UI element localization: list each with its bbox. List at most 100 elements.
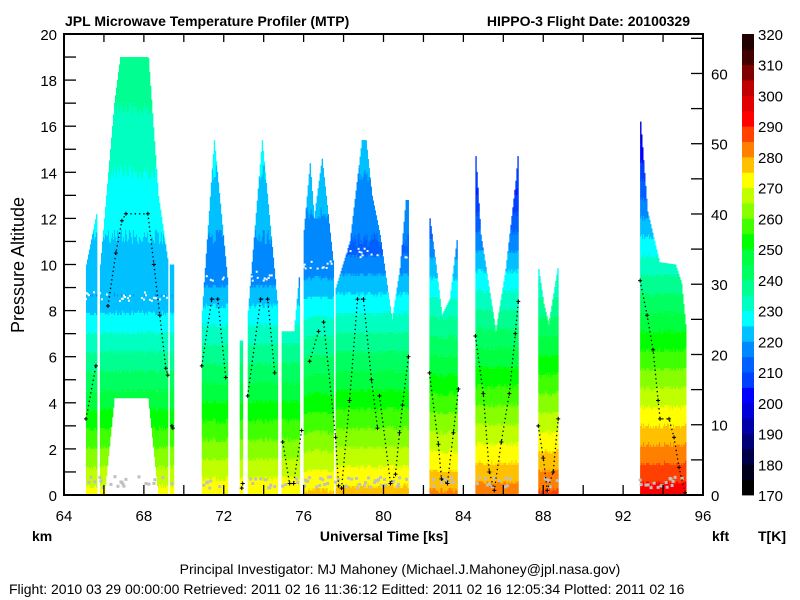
heatmap-cell: [654, 257, 656, 277]
heatmap-cell: [220, 365, 223, 385]
heatmap-cell: [323, 296, 326, 316]
heatmap-cell: [482, 250, 484, 270]
heatmap-cell: [172, 331, 175, 350]
heatmap-cell: [680, 280, 682, 295]
heatmap-cell: [478, 308, 480, 327]
heatmap-cell: [127, 388, 130, 399]
heatmap-cell: [317, 333, 320, 355]
heatmap-cell: [554, 354, 556, 376]
heatmap-cell: [371, 195, 373, 235]
heatmap-cell: [308, 430, 311, 449]
heatmap-cell: [154, 293, 157, 297]
heatmap-cell: [653, 294, 655, 313]
heatmap-cell: [671, 333, 673, 353]
heatmap-cell: [296, 421, 299, 440]
heatmap-cell: [643, 252, 645, 274]
heatmap-cell: [351, 352, 353, 371]
heatmap-cell: [510, 331, 512, 350]
heatmap-cell: [396, 467, 398, 489]
heatmap-cell: [672, 388, 674, 410]
heatmap-cell: [437, 490, 439, 495]
heatmap-cell: [370, 312, 372, 332]
heatmap-cell: [155, 354, 158, 373]
heatmap-cell: [106, 352, 109, 372]
heatmap-cell: [555, 393, 557, 413]
heatmap-cell: [676, 331, 678, 350]
heatmap-cell: [684, 368, 686, 387]
heatmap-cell: [398, 331, 400, 353]
heatmap-cell: [358, 315, 360, 334]
heatmap-cell: [342, 430, 344, 449]
heatmap-cell: [507, 310, 509, 332]
heatmap-cell: [160, 216, 163, 233]
heatmap-cell: [285, 331, 288, 346]
heatmap-cell: [164, 294, 167, 297]
heatmap-cell: [286, 361, 289, 380]
heatmap-cell: [351, 224, 353, 240]
heatmap-cell: [430, 226, 432, 240]
heatmap-cell: [666, 349, 668, 369]
heatmap-cell: [479, 365, 481, 385]
heatmap-cell: [171, 448, 174, 470]
heatmap-cell: [224, 326, 227, 346]
heatmap-cell: [684, 405, 686, 426]
heatmap-cell: [289, 331, 292, 343]
heatmap-cell: [393, 488, 395, 495]
heatmap-cell: [363, 485, 365, 495]
heatmap-cell: [489, 444, 491, 466]
heatmap-cell: [110, 332, 113, 351]
heatmap-cell: [346, 352, 348, 373]
heatmap-cell: [493, 386, 495, 408]
heatmap-cell: [332, 335, 335, 355]
heatmap-cell: [346, 372, 348, 392]
heatmap-cell: [212, 400, 215, 419]
heatmap-cell: [396, 448, 398, 468]
heatmap-cell: [476, 234, 478, 253]
heatmap-cell: [352, 448, 354, 468]
heatmap-cell: [343, 469, 345, 489]
heatmap-cell: [297, 342, 300, 362]
heatmap-cell: [140, 241, 143, 313]
heatmap-cell: [556, 412, 558, 431]
heatmap-cell: [335, 467, 337, 489]
heatmap-cell: [664, 329, 666, 348]
heatmap-cell: [475, 481, 477, 495]
heatmap-cell: [549, 335, 551, 355]
heatmap-cell: [348, 273, 350, 293]
heatmap-cell: [351, 467, 353, 486]
heatmap-cell: [166, 312, 169, 332]
heatmap-cell: [375, 388, 377, 410]
heatmap-cell: [485, 331, 487, 350]
heatmap-cell: [309, 469, 312, 491]
heatmap-cell: [89, 412, 92, 431]
heatmap-cell: [156, 352, 159, 374]
heatmap-cell: [370, 485, 372, 495]
heatmap-cell: [307, 317, 310, 336]
heatmap-cell: [108, 407, 111, 429]
heatmap-cell: [682, 388, 684, 408]
heatmap-cell: [671, 263, 673, 277]
heatmap-cell: [373, 276, 375, 297]
heatmap-cell: [164, 372, 167, 392]
heatmap-cell: [497, 365, 499, 387]
heatmap-cell: [312, 393, 315, 413]
heatmap-cell: [515, 460, 517, 482]
heatmap-cell: [95, 333, 98, 355]
heatmap-cell: [223, 402, 226, 424]
heatmap-cell: [138, 107, 141, 173]
heatmap-cell: [399, 349, 401, 371]
heatmap-cell: [364, 315, 366, 334]
heatmap-cell: [405, 199, 407, 240]
heatmap-cell: [479, 423, 481, 442]
heatmap-cell: [487, 347, 489, 366]
heatmap-cell: [540, 471, 542, 493]
heatmap-cell: [662, 465, 664, 484]
heatmap-cell: [93, 428, 96, 447]
heatmap-cell: [401, 352, 403, 373]
heatmap-cell: [220, 441, 223, 461]
heatmap-cell: [374, 488, 376, 495]
heatmap-cell: [403, 349, 405, 369]
heatmap-cell: [324, 278, 327, 297]
heatmap-cell: [430, 448, 432, 470]
heatmap-cell: [310, 177, 313, 210]
